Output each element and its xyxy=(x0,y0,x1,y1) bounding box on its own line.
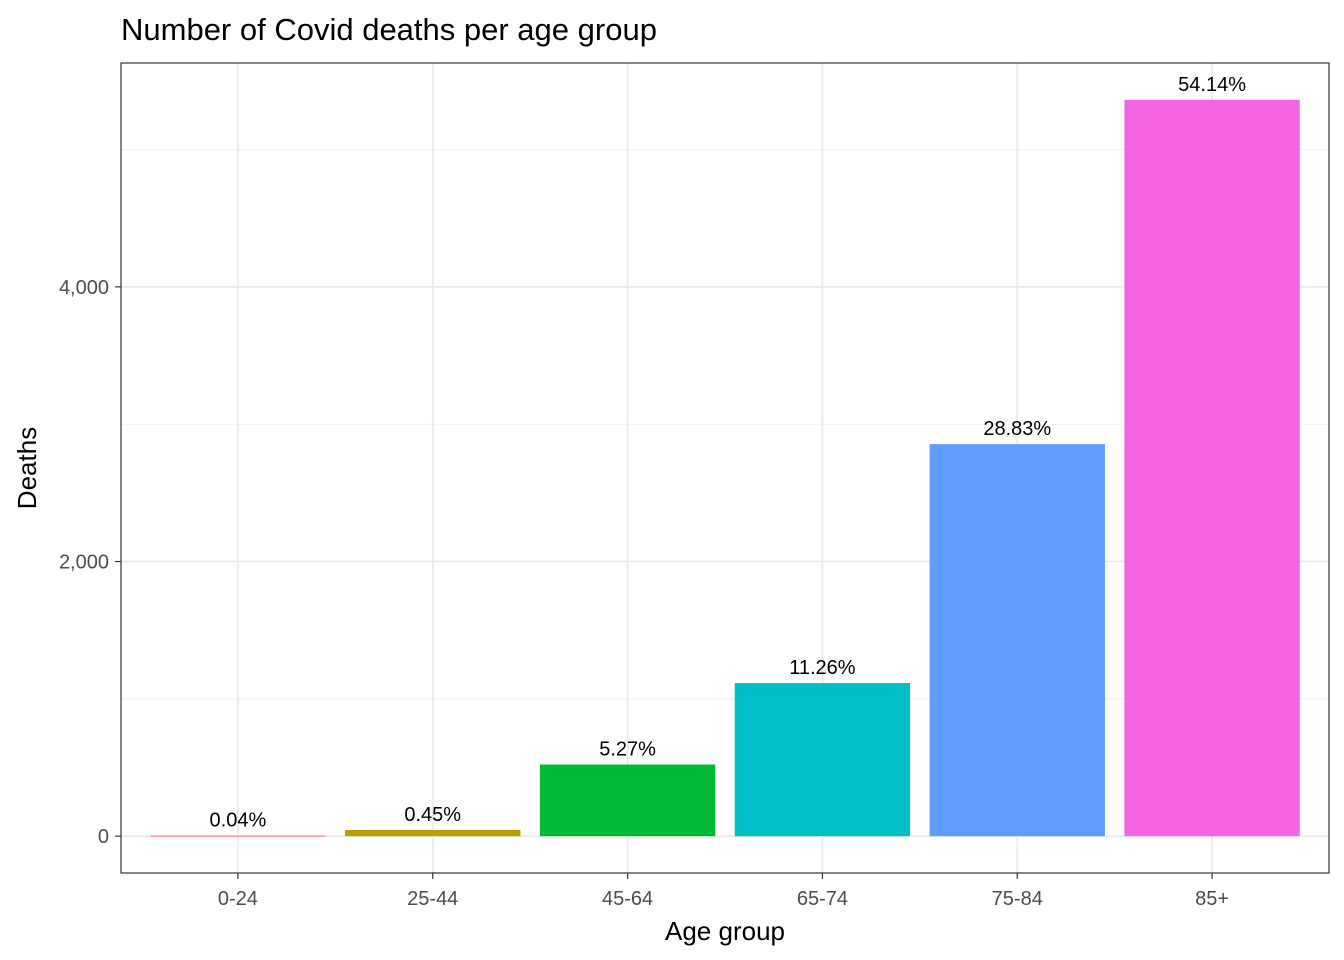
data-label: 28.83% xyxy=(983,418,1051,440)
x-tick-label: 85+ xyxy=(1195,888,1229,910)
bar-85+ xyxy=(1124,99,1300,837)
bars xyxy=(150,99,1300,837)
data-label: 0.45% xyxy=(404,804,461,826)
x-tick-label: 75-84 xyxy=(992,888,1043,910)
y-tick-label: 0 xyxy=(98,826,109,848)
panel-border xyxy=(120,62,1330,874)
bar-0-24 xyxy=(150,835,326,837)
y-tick-label: 2,000 xyxy=(59,552,109,574)
y-axis: 0 2,000 4,000 xyxy=(59,277,121,848)
x-axis: 0-24 25-44 45-64 65-74 75-84 85+ xyxy=(218,873,1229,910)
y-tick-label: 4,000 xyxy=(59,277,109,299)
data-label: 0.04% xyxy=(210,810,267,832)
data-label: 5.27% xyxy=(599,739,656,761)
chart-title: Number of Covid deaths per age group xyxy=(121,12,657,47)
bar-45-64 xyxy=(539,764,716,837)
x-tick-label: 45-64 xyxy=(602,888,653,910)
data-label: 54.14% xyxy=(1178,74,1246,96)
data-label: 11.26% xyxy=(789,657,856,679)
bar-25-44 xyxy=(345,830,521,837)
data-labels: 0.04% 0.45% 5.27% 11.26% 28.83% 54.14% xyxy=(210,74,1247,832)
x-tick-label: 65-74 xyxy=(797,888,848,910)
x-tick-label: 0-24 xyxy=(218,888,258,910)
y-axis-title: Deaths xyxy=(12,427,42,509)
x-axis-title: Age group xyxy=(665,916,785,946)
bar-65-74 xyxy=(734,683,911,837)
x-tick-label: 25-44 xyxy=(407,888,458,910)
bar-75-84 xyxy=(929,444,1105,837)
